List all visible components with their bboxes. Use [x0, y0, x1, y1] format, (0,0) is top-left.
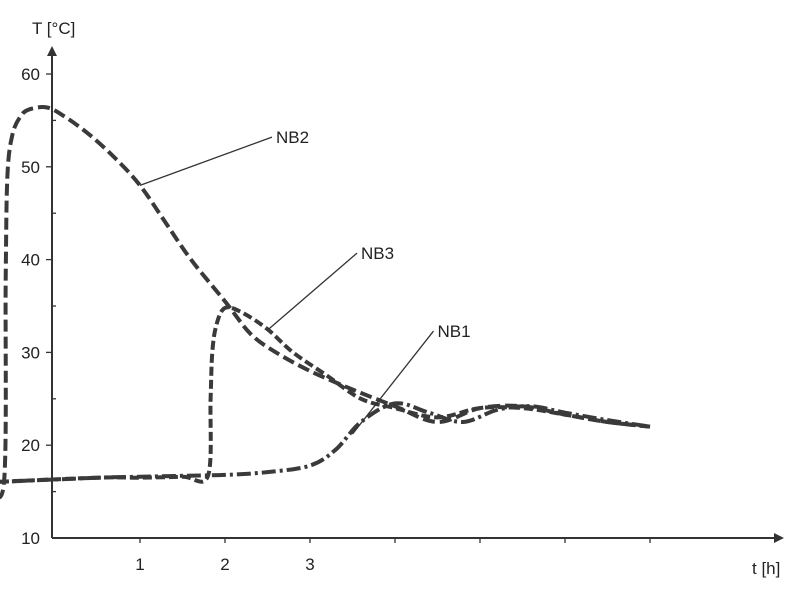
axes: 10 20 30 40 50 60 1 2 3	[21, 46, 784, 574]
leader-line-nb3	[267, 252, 358, 331]
y-tick-label: 60	[21, 65, 40, 84]
y-tick-label: 20	[21, 436, 40, 455]
y-tick-label: 50	[21, 158, 40, 177]
series-layer	[0, 105, 651, 500]
x-tick-label: 2	[220, 555, 229, 574]
leader-line-nb2	[139, 136, 273, 186]
y-axis-title: T [°C]	[32, 19, 75, 38]
y-tick-label: 40	[21, 251, 40, 270]
series-line-nb3	[0, 305, 651, 484]
x-tick-label: 1	[135, 555, 144, 574]
series-label-nb3: NB3	[361, 244, 394, 263]
x-axis-title: t [h]	[752, 559, 780, 578]
series-line-nb2	[0, 105, 651, 500]
x-tick-label: 3	[305, 555, 314, 574]
leader-line-nb1	[351, 330, 435, 435]
y-tick-label: 10	[21, 529, 40, 548]
y-tick-label: 30	[21, 343, 40, 362]
series-line-nb1	[0, 401, 651, 484]
series-label-nb2: NB2	[276, 128, 309, 147]
annotation-layer: NB2 NB3 NB1	[139, 128, 471, 435]
series-label-nb1: NB1	[438, 322, 471, 341]
